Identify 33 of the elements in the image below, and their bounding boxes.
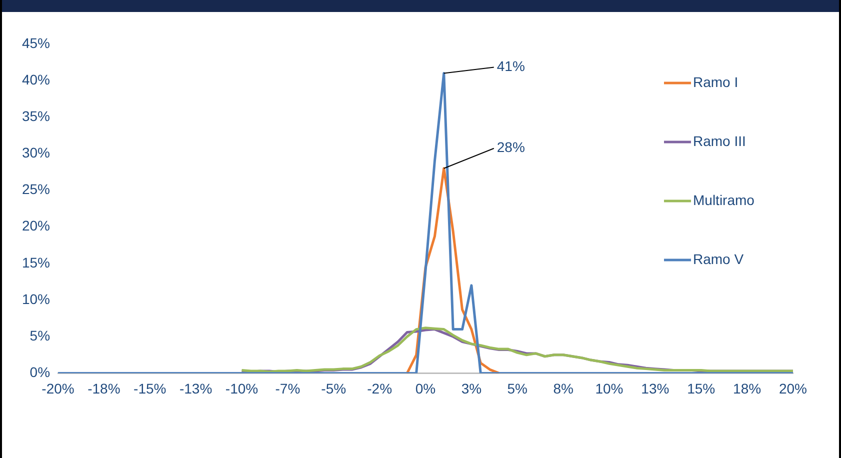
- legend-label: Ramo V: [693, 250, 744, 267]
- y-tick-label: 5%: [30, 327, 50, 344]
- x-tick-label: -18%: [88, 380, 120, 396]
- y-tick-label: 15%: [22, 254, 50, 270]
- x-tick-label: -10%: [225, 380, 258, 396]
- data-label: 41%: [496, 58, 525, 74]
- x-tick-label: -20%: [42, 380, 74, 396]
- x-tick-label: 0%: [415, 380, 436, 396]
- legend-label: Ramo I: [693, 74, 738, 90]
- y-tick-label: 25%: [22, 181, 50, 198]
- y-tick-label: 40%: [22, 71, 50, 88]
- x-tick-label: 10%: [595, 380, 624, 396]
- x-tick-label: 5%: [507, 380, 528, 396]
- x-tick-label: 8%: [553, 380, 574, 396]
- data-label: 28%: [496, 139, 525, 156]
- legend-label: Multiramo: [693, 192, 755, 208]
- y-tick-label: 0%: [30, 364, 50, 380]
- x-tick-label: -13%: [179, 380, 212, 396]
- x-tick-label: -15%: [134, 380, 166, 396]
- y-tick-label: 10%: [22, 290, 50, 307]
- x-tick-label: 3%: [461, 380, 482, 396]
- y-tick-label: 30%: [22, 144, 50, 161]
- x-tick-label: -7%: [275, 380, 300, 396]
- x-tick-label: 13%: [641, 380, 670, 396]
- y-tick-label: 35%: [22, 108, 50, 124]
- y-tick-label: 45%: [22, 34, 50, 51]
- x-tick-label: -2%: [367, 380, 392, 396]
- x-tick-label: 18%: [733, 380, 762, 396]
- legend-label: Ramo III: [693, 132, 746, 149]
- x-tick-label: -5%: [321, 380, 346, 396]
- x-tick-label: 20%: [778, 380, 808, 396]
- x-tick-label: 15%: [687, 380, 716, 396]
- y-tick-label: 20%: [22, 218, 50, 234]
